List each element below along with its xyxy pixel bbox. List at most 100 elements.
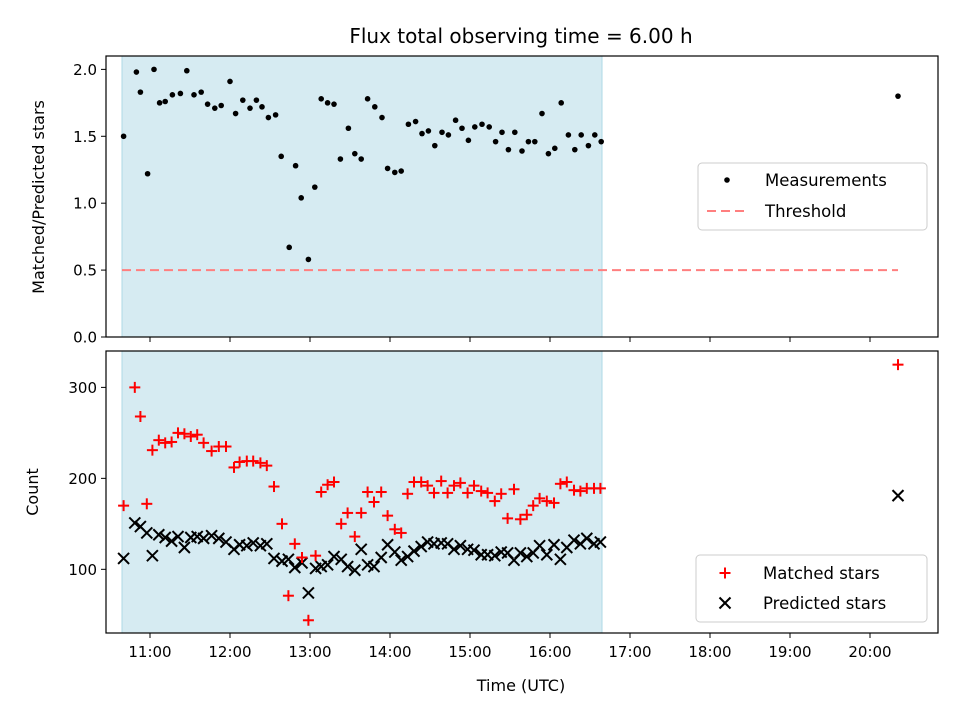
count-panel: 100 200 300 11:00 12:00 13:00 14:00 15:00 16:00 1… — [23, 350, 939, 695]
matched-point — [502, 512, 514, 524]
ratio-plot-frame — [105, 55, 939, 338]
measurement-point — [272, 112, 279, 118]
measurements-series — [120, 66, 901, 263]
legend-threshold-label: Threshold — [764, 202, 846, 221]
measurement-point — [324, 100, 331, 106]
predicted-point — [267, 552, 281, 565]
legend-matched-glyph — [719, 567, 731, 579]
matched-point — [541, 495, 553, 507]
measurement-point — [558, 100, 564, 106]
matched-point — [302, 614, 314, 626]
measurement-point — [545, 150, 552, 157]
measurement-point — [177, 90, 184, 97]
matched-point — [489, 495, 501, 507]
predicted-point — [117, 552, 130, 565]
matched-point — [166, 436, 178, 448]
measurement-point — [169, 92, 176, 98]
measurement-point — [204, 101, 211, 107]
matched-point — [228, 461, 240, 473]
measurement-point — [479, 121, 485, 128]
measurement-point — [532, 138, 538, 145]
predicted-point — [891, 489, 905, 502]
measurement-point — [585, 142, 592, 149]
matched-point — [402, 488, 414, 500]
ratio-axes-ticks: 0.0 0.5 1.0 1.5 2.0 — [73, 61, 871, 347]
y-tick-label: 1.0 — [73, 195, 97, 213]
measurement-point — [133, 69, 140, 75]
measurement-point — [525, 138, 532, 145]
matched-point — [335, 518, 347, 530]
predicted-point — [580, 532, 594, 545]
measurement-point — [247, 105, 253, 111]
count-legend-box — [695, 554, 928, 623]
measurement-point — [278, 153, 285, 160]
predicted-point — [567, 534, 581, 547]
measurement-point — [337, 156, 344, 162]
predicted-point — [302, 586, 315, 600]
predicted-point — [171, 530, 185, 543]
measurement-point — [472, 124, 478, 130]
measurement-point — [412, 118, 419, 125]
measurement-point — [364, 96, 371, 102]
predicted-point — [246, 536, 260, 550]
measurement-point — [439, 129, 445, 136]
predicted-point — [165, 534, 178, 548]
predicted-point — [540, 548, 554, 561]
matched-point — [521, 509, 533, 521]
measurement-point — [539, 110, 545, 117]
predicted-point — [282, 553, 295, 566]
matched-point — [355, 507, 367, 519]
matched-point — [118, 500, 130, 512]
measurement-point — [505, 146, 512, 153]
matched-point — [395, 527, 407, 539]
predicted-point — [514, 546, 527, 560]
matched-point — [561, 476, 573, 488]
matched-point — [574, 485, 586, 497]
matched-point — [220, 441, 232, 453]
measurement-point — [392, 169, 398, 176]
matched-point — [261, 460, 273, 472]
measurement-point — [345, 125, 352, 132]
measurement-point — [895, 93, 901, 99]
measurement-point — [298, 195, 305, 201]
matched-point — [428, 487, 440, 499]
measurement-point — [372, 104, 378, 110]
matched-point — [468, 480, 480, 492]
measurement-point — [259, 104, 265, 110]
x-tick-label: 19:00 — [768, 643, 811, 661]
predicted-point — [212, 532, 226, 545]
matched-point — [282, 590, 294, 602]
predicted-point — [374, 551, 388, 564]
matched-point — [362, 486, 374, 498]
predicted-point — [414, 540, 428, 553]
predicted-point — [128, 516, 142, 530]
predicted-point — [454, 539, 467, 552]
predicted-point — [341, 560, 354, 573]
y-tick-label: 2.0 — [73, 61, 97, 79]
matched-point — [296, 551, 308, 563]
measurement-point — [492, 138, 499, 145]
matched-point — [422, 480, 434, 492]
matched-point — [375, 486, 387, 498]
matched-point — [289, 538, 301, 550]
predicted-point — [547, 538, 561, 551]
measurement-point — [305, 256, 312, 263]
predicted-point — [407, 544, 421, 558]
matched-point — [482, 487, 494, 499]
measurement-point — [445, 132, 452, 138]
legend-predicted-marker — [718, 596, 732, 610]
measurement-point — [512, 129, 518, 136]
matched-point — [129, 381, 141, 393]
predicted-point — [152, 528, 166, 541]
observing-window-shade — [121, 55, 603, 338]
x-tick-label: 14:00 — [368, 643, 411, 661]
matched-point — [382, 510, 394, 522]
count-series — [117, 359, 905, 626]
matched-point — [349, 531, 361, 543]
y-tick-label: 300 — [68, 379, 97, 397]
measurement-point — [432, 142, 438, 149]
measurement-point — [572, 146, 578, 153]
y-tick-label: 100 — [68, 561, 97, 579]
predicted-point — [533, 539, 546, 552]
